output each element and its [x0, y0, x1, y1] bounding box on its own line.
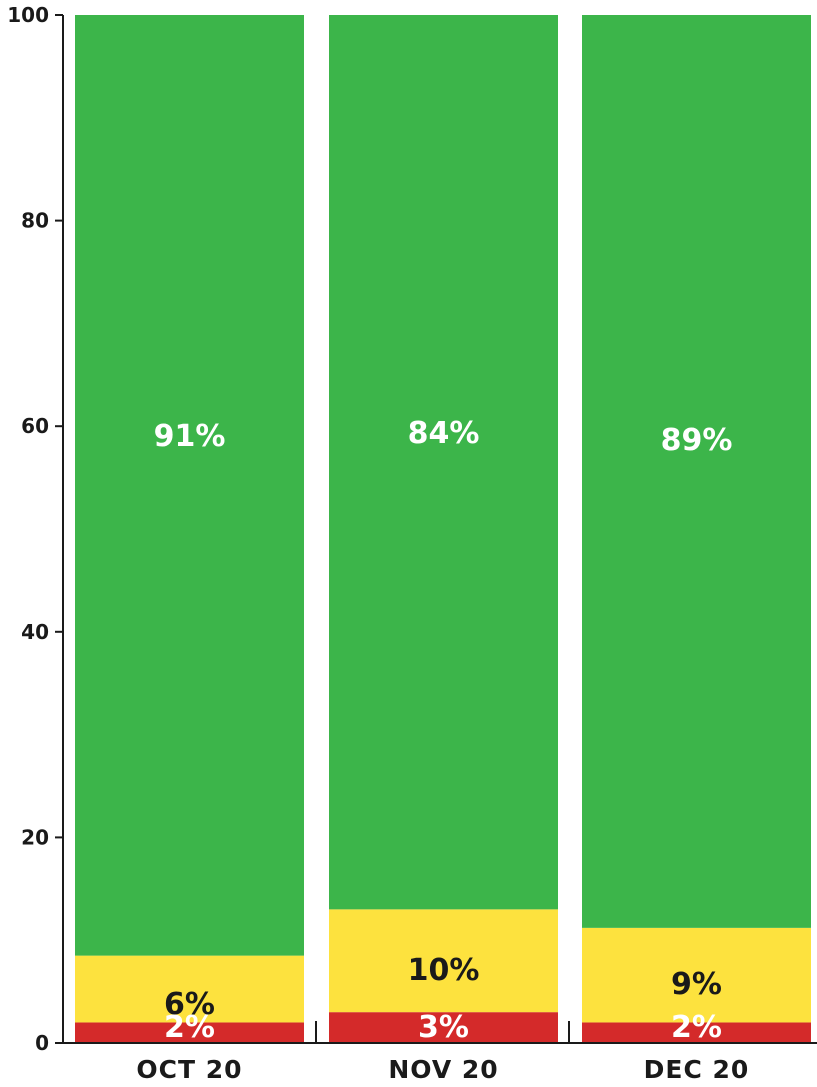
x-tick-label: DEC 20: [644, 1055, 750, 1084]
bar-segment: [329, 909, 558, 1013]
y-tick-label: 100: [7, 3, 49, 27]
plot-area: 2%6%91%3%10%84%2%9%89%: [75, 15, 811, 1045]
data-label: 6%: [164, 987, 215, 1022]
y-tick-label: 80: [21, 209, 49, 233]
y-tick-label: 60: [21, 414, 49, 438]
bar-segment: [75, 15, 304, 956]
bar-segment: [329, 15, 558, 910]
y-tick-label: 40: [21, 620, 49, 644]
x-tick-label: OCT 20: [136, 1055, 242, 1084]
bar-segment: [75, 955, 304, 1023]
y-tick-label: 20: [21, 825, 49, 849]
bar-segment: [582, 15, 811, 928]
data-label: 89%: [661, 423, 733, 458]
data-label: 10%: [408, 953, 480, 988]
data-label: 84%: [408, 416, 480, 451]
x-tick-label: NOV 20: [388, 1055, 498, 1084]
bar-segment: [582, 927, 811, 1023]
data-label: 2%: [671, 1010, 722, 1045]
bar-segment: [582, 1022, 811, 1043]
data-label: 3%: [418, 1010, 469, 1045]
bar-segment: [329, 1012, 558, 1043]
data-label: 2%: [164, 1010, 215, 1045]
axes: 0 20 40 60 80 100 OCT 20 NOV 20 DEC 20: [7, 3, 817, 1084]
y-tick-label: 0: [35, 1031, 49, 1055]
data-label: 9%: [671, 967, 722, 1002]
bar-segment: [75, 1022, 304, 1043]
data-label: 91%: [154, 419, 226, 454]
